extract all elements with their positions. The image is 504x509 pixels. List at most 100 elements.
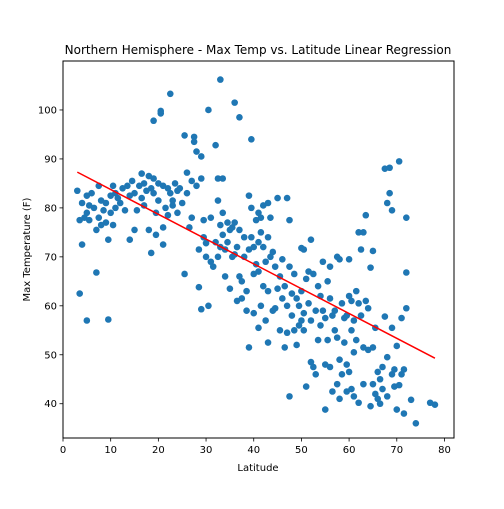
- data-point-4: [78, 199, 86, 207]
- data-point-85: [193, 182, 200, 190]
- data-point-277: [386, 164, 393, 172]
- data-point-126: [236, 273, 243, 280]
- y-tick-label-50: 50: [44, 350, 57, 361]
- data-point-176: [283, 329, 291, 337]
- data-point-267: [374, 395, 382, 403]
- data-point-232: [341, 339, 348, 346]
- data-point-65: [164, 211, 172, 219]
- data-point-144: [255, 209, 262, 217]
- data-point-133: [245, 192, 253, 199]
- data-point-34: [124, 182, 131, 190]
- data-point-42: [138, 170, 145, 177]
- data-point-137: [248, 204, 255, 212]
- data-point-155: [262, 317, 269, 324]
- data-point-10: [85, 216, 93, 224]
- data-point-197: [305, 300, 312, 307]
- data-point-64: [164, 185, 172, 192]
- y-tick-label-80: 80: [44, 203, 57, 214]
- data-point-192: [300, 309, 308, 317]
- data-point-295: [407, 396, 415, 404]
- data-point-129: [240, 233, 248, 241]
- data-point-263: [369, 380, 377, 388]
- data-point-222: [331, 326, 339, 334]
- x-tick-label-70: 70: [390, 445, 403, 456]
- x-tick-label-30: 30: [200, 445, 213, 456]
- data-point-61: [159, 224, 167, 231]
- data-point-63: [162, 204, 169, 212]
- plot-frame: [62, 60, 455, 439]
- data-point-269: [376, 400, 384, 408]
- data-point-265: [372, 390, 379, 398]
- data-point-187: [295, 322, 303, 329]
- data-point-2: [76, 290, 83, 297]
- data-point-174: [283, 194, 291, 202]
- x-tick-label-80: 80: [438, 445, 451, 456]
- data-point-171: [279, 295, 286, 302]
- data-point-39: [131, 189, 138, 197]
- data-point-150: [257, 302, 265, 310]
- data-point-90: [197, 305, 205, 313]
- regression-line: [76, 171, 436, 359]
- x-tick-label-0: 0: [60, 445, 66, 456]
- data-point-175: [283, 302, 291, 310]
- data-point-242: [350, 317, 358, 324]
- data-point-77: [183, 169, 191, 176]
- data-point-246: [352, 336, 360, 344]
- data-point-141: [250, 309, 258, 317]
- data-point-93: [202, 239, 210, 247]
- data-point-117: [228, 224, 236, 231]
- data-point-179: [286, 393, 293, 400]
- data-point-89: [197, 153, 205, 160]
- data-point-49: [147, 185, 155, 192]
- y-tick-label-100: 100: [38, 105, 57, 116]
- data-point-105: [217, 76, 224, 83]
- data-point-169: [276, 326, 284, 334]
- data-point-200: [307, 358, 315, 366]
- data-point-249: [355, 399, 362, 407]
- data-point-262: [369, 344, 377, 351]
- data-point-170: [279, 255, 286, 263]
- data-point-62: [159, 241, 167, 248]
- plot-background: [63, 61, 454, 438]
- data-point-120: [231, 219, 238, 226]
- data-point-127: [238, 278, 246, 285]
- data-point-248: [355, 300, 362, 307]
- data-point-252: [360, 229, 367, 236]
- data-point-57: [155, 197, 162, 204]
- data-point-91: [200, 216, 207, 224]
- data-point-229: [338, 300, 346, 307]
- data-point-20: [102, 219, 110, 226]
- data-point-45: [140, 180, 148, 187]
- data-point-154: [262, 258, 269, 266]
- data-point-99: [209, 263, 217, 270]
- data-point-209: [319, 258, 327, 266]
- data-point-11: [88, 189, 95, 197]
- data-point-285: [393, 406, 401, 413]
- data-point-158: [264, 287, 272, 295]
- y-tick-label-40: 40: [44, 399, 57, 410]
- data-point-292: [403, 214, 410, 221]
- data-point-288: [398, 314, 405, 322]
- data-point-216: [326, 263, 334, 270]
- data-point-83: [190, 138, 198, 146]
- data-point-108: [219, 175, 227, 182]
- data-point-106: [217, 221, 224, 229]
- data-point-291: [400, 410, 408, 417]
- data-point-298: [431, 401, 439, 409]
- data-point-287: [395, 381, 403, 389]
- data-point-26: [109, 182, 117, 190]
- data-point-31: [116, 199, 124, 207]
- data-point-38: [131, 226, 138, 234]
- data-point-88: [197, 175, 205, 182]
- data-point-173: [281, 344, 289, 351]
- data-point-279: [388, 207, 396, 214]
- data-point-110: [219, 231, 227, 239]
- data-point-124: [236, 114, 243, 121]
- data-point-152: [259, 243, 267, 251]
- data-point-226: [336, 255, 343, 263]
- data-point-234: [343, 361, 351, 368]
- data-point-182: [290, 270, 298, 278]
- data-point-148: [257, 214, 265, 221]
